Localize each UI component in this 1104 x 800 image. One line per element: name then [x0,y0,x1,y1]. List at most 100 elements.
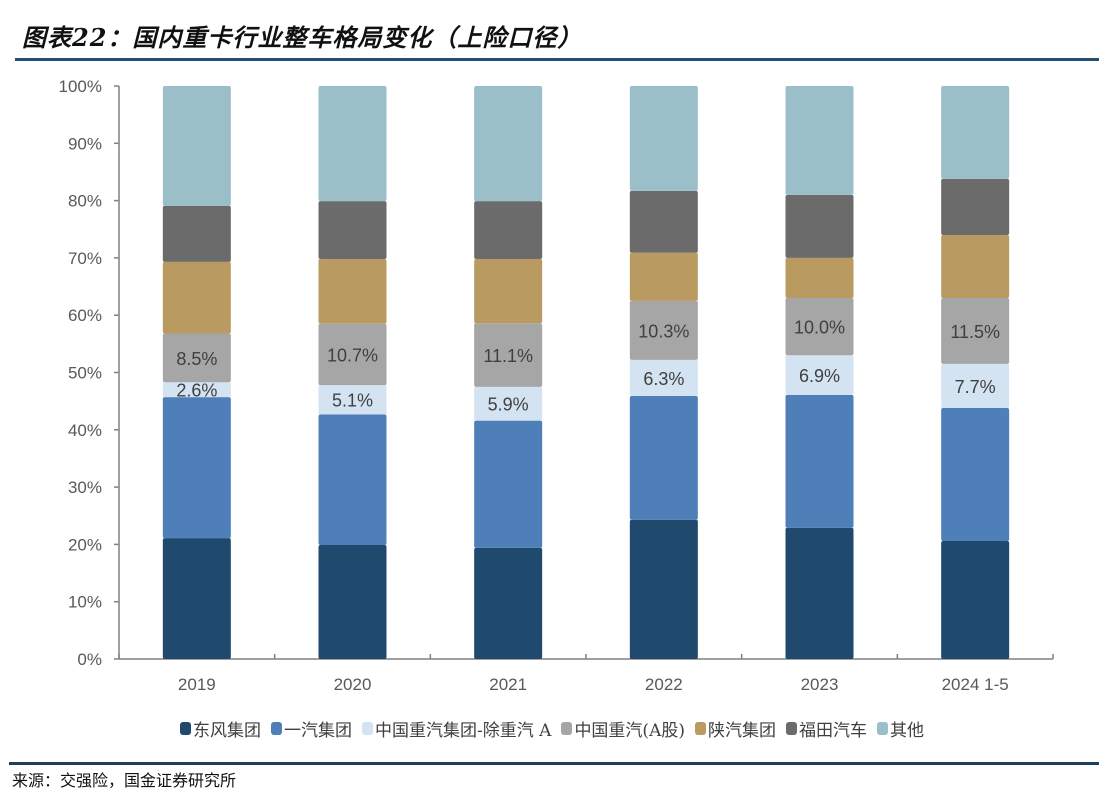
bar-segment [474,86,543,202]
x-axis: 2019 2020 2021 2022 2023 2024 1-5 [118,654,1054,694]
legend-swatch [561,722,573,735]
bar-segment [474,323,543,387]
data-label: 10.7% [327,345,378,365]
bar-segment [785,86,854,195]
legend-item: 中国重汽集团-除重汽 A [362,716,551,741]
bar-segment [318,201,387,260]
legend-label: 陕汽集团 [707,721,776,741]
bar-segment [629,190,698,253]
y-axis: 0% 10% 20% 30% 40% 50% 60% 70% 80% 90% 100% [59,77,120,669]
bar-segment [941,178,1010,235]
bar-segment [474,259,543,324]
bar-segment [474,420,543,548]
bar-segment [785,194,854,258]
bar-segment [162,397,231,539]
bar-segment [941,86,1010,179]
data-labels: 2.6% 8.5% 5.1% 10.7% 5.9% 11.1% 6.3% 10.3% 6.9% 1… [176,318,1000,415]
legend-item: 陕汽集团 [694,716,776,741]
legend-swatch [271,722,282,735]
bar-segment [941,408,1010,541]
legend-swatch [694,722,706,735]
bar-segment [162,382,231,398]
legend-item: 东风集团 [180,716,261,741]
legend-swatch [180,722,191,735]
bar-segment [629,395,698,520]
data-label: 11.5% [950,322,1000,342]
data-label: 5.1% [332,391,373,411]
data-label: 10.3% [638,321,689,341]
y-tick-label: 0% [77,650,102,669]
legend-item: 一汽集团 [271,716,352,741]
legend-label: 中国重汽(A股) [574,721,685,741]
bar-segment [474,386,543,421]
y-tick-label: 10% [68,593,102,612]
legend-label: 东风集团 [193,721,261,741]
x-tick-label: 2024 1-5 [942,675,1009,694]
y-tick-label: 60% [68,306,102,325]
legend-swatch [362,722,373,735]
bar-segment [785,298,854,356]
bar-segment [629,86,698,191]
y-tick-label: 50% [68,364,102,383]
y-tick-label: 40% [68,421,102,440]
bar-segment [318,259,387,324]
bar-segment [474,547,543,659]
chart-title: 图表22：国内重卡行业整车格局变化（上险口径） [22,23,583,52]
title-divider [15,58,1099,61]
data-label: 6.3% [643,369,684,389]
y-tick-label: 20% [68,535,102,554]
y-tick-label: 70% [68,249,102,268]
x-tick-label: 2023 [801,675,839,694]
y-tick-label: 80% [68,192,102,211]
legend: 东风集团 一汽集团 中国重汽集团-除重汽 A 中国重汽(A股) 陕汽集团 福田汽车 其他 [0,716,1104,741]
bar-segment [629,359,698,396]
bar-segment [162,86,231,206]
x-tick-label: 2021 [489,675,527,694]
bar-segment [629,300,698,360]
source-note: 来源：交强险，国金证券研究所 [12,771,237,790]
bar-segment [318,385,387,415]
legend-item: 其他 [876,716,924,741]
bar-segment [941,363,1010,409]
legend-item: 福田汽车 [785,716,867,741]
bar-segment [629,519,698,659]
bar-segment [162,205,231,262]
legend-label: 中国重汽集团-除重汽 A [375,721,552,741]
bar-segment [785,527,854,659]
data-label: 11.1% [483,346,533,366]
bar-segment [474,201,543,260]
bar-segment [318,414,387,545]
bar-segment [318,86,387,202]
bar-segment [318,544,387,659]
legend-label: 福田汽车 [798,721,867,741]
y-tick-label: 100% [59,77,102,96]
bar-segment [941,298,1010,364]
stacked-bar-chart: 0%10%20%30%40%50%60%70%80%90%100% 2019 20… [59,77,1054,694]
bar-segment [785,355,854,395]
footer-divider [9,762,1099,765]
legend-label: 其他 [889,721,924,741]
bar-segment [162,333,231,383]
data-label: 7.7% [955,377,996,397]
bars [162,86,1010,659]
data-label: 8.5% [176,349,217,369]
data-label: 10.0% [794,318,845,338]
bar-segment [318,323,387,386]
x-tick-label: 2022 [645,675,683,694]
data-label: 2.6% [176,381,217,401]
bar-segment [941,234,1010,299]
legend-swatch [785,722,797,735]
data-label: 5.9% [488,395,529,415]
x-tick-label: 2019 [178,675,216,694]
bar-segment [785,257,854,299]
legend-swatch [876,722,888,735]
bar-segment [162,538,231,659]
y-tick-label: 30% [68,478,102,497]
bar-segment [941,540,1010,659]
data-label: 6.9% [799,366,840,386]
legend-item: 中国重汽(A股) [561,716,685,741]
bar-segment [629,252,698,301]
bar-segment [785,394,854,528]
bar-segment [162,261,231,334]
legend-label: 一汽集团 [284,721,352,741]
